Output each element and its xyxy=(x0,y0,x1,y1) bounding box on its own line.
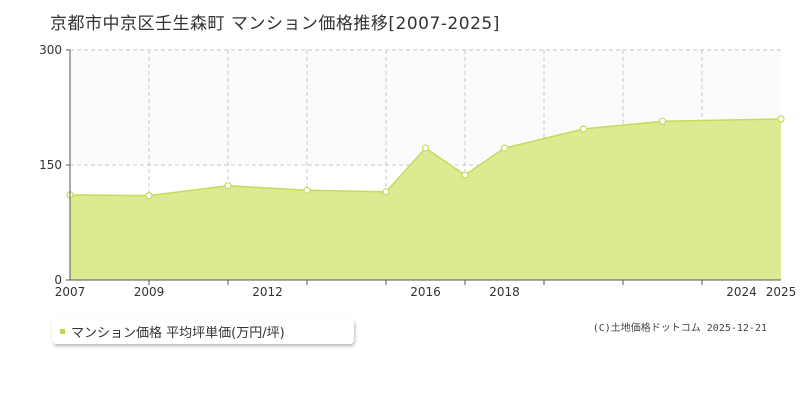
y-tick-label: 0 xyxy=(54,273,62,287)
chart-title: 京都市中京区壬生森町 マンション価格推移[2007-2025] xyxy=(50,14,500,34)
data-point xyxy=(303,186,311,194)
copyright-text: (C)土地価格ドットコム 2025-12-21 xyxy=(592,323,767,334)
legend-label: マンション価格 平均坪単価(万円/坪) xyxy=(71,326,285,341)
x-tick-label: 2025 xyxy=(766,285,797,299)
data-point xyxy=(421,144,430,152)
data-point xyxy=(777,115,785,123)
x-tick-label: 2007 xyxy=(55,285,86,299)
legend: マンション価格 平均坪単価(万円/坪) xyxy=(52,319,354,344)
data-point xyxy=(579,125,588,133)
y-tick-label: 150 xyxy=(39,158,62,172)
data-point xyxy=(500,144,509,152)
y-tick-label: 300 xyxy=(39,43,62,57)
data-point xyxy=(382,188,390,196)
data-point xyxy=(145,192,153,200)
x-tick-label: 2009 xyxy=(134,285,165,299)
data-point xyxy=(658,117,667,125)
x-tick-label: 2018 xyxy=(489,285,520,299)
x-tick-label: 2024 xyxy=(726,285,757,299)
x-tick-label: 2012 xyxy=(252,285,283,299)
x-tick-label: 2016 xyxy=(410,285,441,299)
series-area xyxy=(70,119,781,280)
data-point xyxy=(224,182,232,190)
data-point xyxy=(461,171,469,179)
legend-swatch-icon xyxy=(60,329,65,334)
